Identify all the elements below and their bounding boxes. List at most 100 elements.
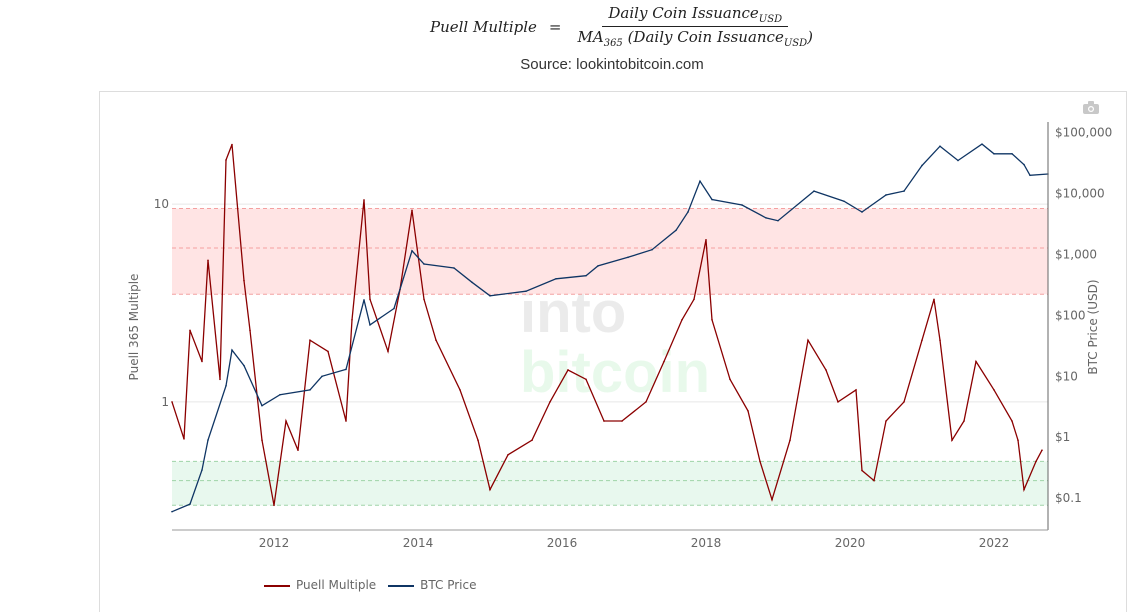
data-point-btc-price <box>279 393 281 396</box>
data-point-puell-multiple <box>885 420 887 422</box>
right-tick-label: $0.1 <box>1055 491 1082 505</box>
data-point-puell-multiple <box>963 420 965 422</box>
data-point-btc-price <box>861 211 863 213</box>
data-point-puell-multiple <box>567 369 569 371</box>
data-point-puell-multiple <box>183 438 185 440</box>
data-point-btc-price <box>1023 163 1025 166</box>
right-axis-title: BTC Price (USD) <box>1086 279 1100 374</box>
data-point-puell-multiple <box>387 350 389 353</box>
data-point-puell-multiple <box>903 401 905 403</box>
right-tick-label: $10,000 <box>1055 187 1105 201</box>
data-point-btc-price <box>309 389 311 391</box>
data-point-btc-price <box>675 229 677 232</box>
watermark-bitcoin: bitcoin <box>520 340 710 405</box>
chart-frame <box>99 91 1127 612</box>
data-point-btc-price <box>765 217 767 219</box>
data-point-btc-price <box>777 219 779 222</box>
data-point-puell-multiple <box>939 339 941 342</box>
data-point-puell-multiple <box>369 298 371 301</box>
data-point-btc-price <box>207 439 209 441</box>
numerator-text: Daily Coin Issuance <box>608 4 759 22</box>
data-point-btc-price <box>843 200 845 203</box>
data-point-puell-multiple <box>435 339 437 342</box>
numerator-sub: USD <box>758 14 783 25</box>
data-point-puell-multiple <box>693 298 695 301</box>
legend-swatch <box>264 584 290 587</box>
data-point-puell-multiple <box>285 420 287 422</box>
data-point-puell-multiple <box>411 209 413 212</box>
data-point-btc-price <box>555 277 557 280</box>
data-point-puell-multiple <box>855 389 857 391</box>
formula-fraction: Daily Coin IssuanceUSD MA365 (Daily Coin… <box>572 4 820 49</box>
data-point-puell-multiple <box>363 199 365 201</box>
data-point-btc-price <box>687 211 689 213</box>
data-point-puell-multiple <box>837 401 839 403</box>
data-point-puell-multiple <box>423 298 425 301</box>
data-point-puell-multiple <box>459 389 461 391</box>
data-point-puell-multiple <box>603 420 605 422</box>
data-point-btc-price <box>939 145 941 148</box>
right-tick-label: $1 <box>1055 430 1070 444</box>
legend-item-puell[interactable]: Puell Multiple <box>264 578 376 592</box>
data-point-puell-multiple <box>327 350 329 353</box>
data-point-puell-multiple <box>225 159 227 161</box>
data-point-puell-multiple <box>489 488 491 491</box>
data-point-puell-multiple <box>297 449 299 451</box>
data-point-btc-price <box>597 265 599 267</box>
right-tick-label: $1,000 <box>1055 248 1097 262</box>
series-line-puell-multiple <box>171 144 1043 506</box>
data-point-puell-multiple <box>189 329 191 332</box>
data-point-puell-multiple <box>807 339 809 342</box>
data-point-puell-multiple <box>789 439 791 442</box>
data-point-puell-multiple <box>345 420 347 422</box>
data-point-btc-price <box>369 324 371 326</box>
data-point-puell-multiple <box>219 378 221 381</box>
left-tick-label: 10 <box>154 197 169 211</box>
band-top <box>172 208 1048 295</box>
data-point-btc-price <box>231 349 233 351</box>
data-point-puell-multiple <box>1041 449 1043 451</box>
denominator-sub: USD <box>783 38 808 49</box>
data-point-btc-price <box>741 204 743 206</box>
legend-item-btc[interactable]: BTC Price <box>388 578 477 592</box>
denominator-prefix-sub: 365 <box>603 38 623 49</box>
source-caption: Source: lookintobitcoin.com <box>520 56 704 73</box>
data-point-puell-multiple <box>261 439 263 442</box>
data-point-puell-multiple <box>681 318 683 321</box>
x-tick-label: 2018 <box>691 536 722 550</box>
data-point-btc-price <box>363 299 365 301</box>
data-point-puell-multiple <box>309 339 311 342</box>
data-point-puell-multiple <box>1023 488 1025 491</box>
data-point-puell-multiple <box>549 401 551 403</box>
data-point-puell-multiple <box>207 259 209 262</box>
data-point-btc-price <box>225 384 227 387</box>
data-point-puell-multiple <box>621 420 623 422</box>
data-point-puell-multiple <box>585 378 587 381</box>
data-point-puell-multiple <box>993 389 995 391</box>
data-point-puell-multiple <box>1035 460 1037 463</box>
right-tick-label: $100,000 <box>1055 126 1112 140</box>
data-point-puell-multiple <box>705 238 707 241</box>
data-point-btc-price <box>345 368 347 371</box>
denominator-close: ) <box>807 28 813 46</box>
data-point-btc-price <box>699 180 701 182</box>
legend-label: Puell Multiple <box>296 578 377 592</box>
data-point-puell-multiple <box>243 279 245 282</box>
data-point-btc-price <box>885 194 887 196</box>
data-point-btc-price <box>1029 174 1031 177</box>
data-point-btc-price <box>423 263 425 265</box>
formula-numerator: Daily Coin IssuanceUSD <box>602 4 789 27</box>
left-tick-label: 1 <box>161 395 169 409</box>
x-tick-label: 2016 <box>547 536 578 550</box>
legend-label: BTC Price <box>420 578 477 592</box>
data-point-puell-multiple <box>771 498 773 501</box>
data-point-btc-price <box>651 248 653 251</box>
right-tick-label: $10 <box>1055 369 1078 383</box>
data-point-puell-multiple <box>747 410 749 412</box>
data-point-puell-multiple <box>201 360 203 363</box>
data-point-puell-multiple <box>273 504 275 507</box>
camera-icon[interactable] <box>1083 101 1099 114</box>
legend: Puell Multiple BTC Price <box>264 578 477 592</box>
data-point-puell-multiple <box>861 469 863 472</box>
data-point-puell-multiple <box>1017 439 1019 442</box>
